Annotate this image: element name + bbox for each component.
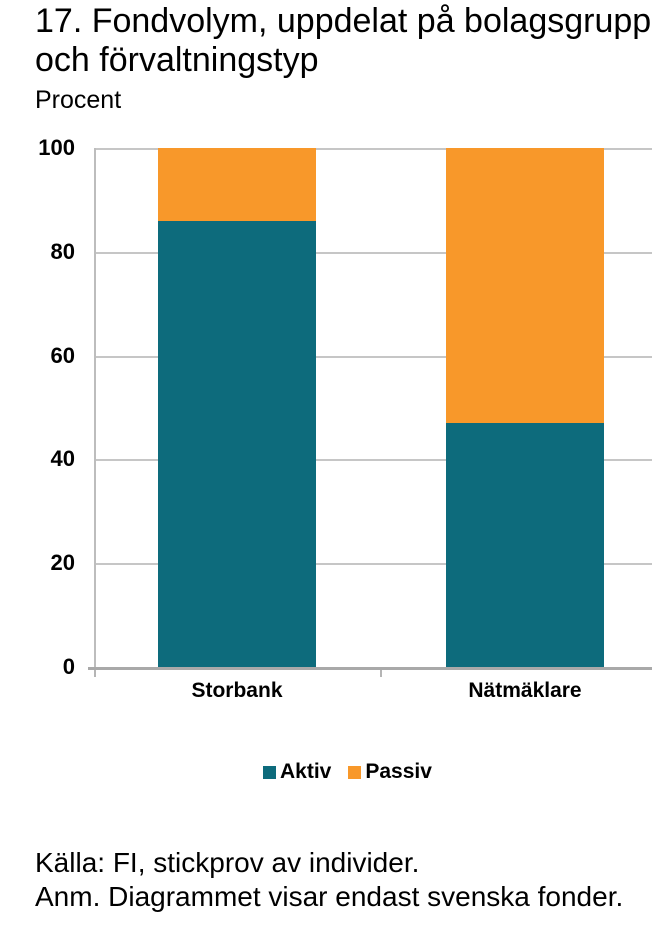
title-line-2: och förvaltningstyp: [35, 41, 319, 79]
bar-segment-aktiv-nätmäklare: [446, 423, 604, 667]
legend-entry-passiv: Passiv: [348, 761, 432, 783]
legend-entry-aktiv: Aktiv: [263, 761, 331, 783]
bar-segment-passiv-storbank: [158, 148, 316, 221]
y-tick-label-100: 100: [38, 135, 75, 160]
y-tick-label-60: 60: [50, 343, 75, 368]
remark-note: Anm. Diagrammet visar endast svenska fon…: [35, 881, 624, 912]
y-axis-line: [94, 148, 96, 670]
category-label-natmaklare: Nätmäklare: [468, 679, 582, 702]
legend-swatch-passiv-icon: [348, 765, 362, 779]
category-label-storbank: Storbank: [191, 679, 283, 702]
bar-stack: [158, 148, 316, 667]
gridline-40: [96, 459, 652, 462]
bar-segment-passiv-nätmäklare: [446, 148, 604, 424]
legend-swatch-aktiv-icon: [263, 765, 276, 779]
gridline-100: [96, 148, 652, 150]
legend: Aktiv Passiv: [263, 761, 432, 783]
gridline-80: [96, 251, 652, 254]
x-axis-line: [88, 667, 652, 670]
x-axis-tick: [94, 670, 96, 677]
source-note: Källa: FI, stickprov av individer.: [35, 847, 420, 878]
y-tick-label-80: 80: [50, 239, 75, 264]
bar-stack: [446, 148, 604, 667]
gridline-60: [96, 355, 652, 358]
legend-label-passiv: Passiv: [365, 760, 432, 783]
page-title: 17. Fondvolym, uppdelat på bolagsgrupp o…: [35, 2, 651, 80]
y-tick-label-20: 20: [50, 550, 75, 575]
y-tick-label-40: 40: [50, 446, 75, 471]
bar-segment-aktiv-storbank: [158, 220, 316, 667]
y-tick-label-0: 0: [62, 654, 75, 679]
unit-label: Procent: [35, 86, 122, 114]
gridline-20: [96, 563, 652, 566]
plot-area: [96, 148, 652, 667]
title-line-1: 17. Fondvolym, uppdelat på bolagsgrupp: [35, 2, 652, 40]
x-axis-tick: [380, 670, 382, 677]
footer-notes: Källa: FI, stickprov av individer. Anm. …: [35, 846, 623, 914]
legend-label-aktiv: Aktiv: [280, 760, 332, 783]
